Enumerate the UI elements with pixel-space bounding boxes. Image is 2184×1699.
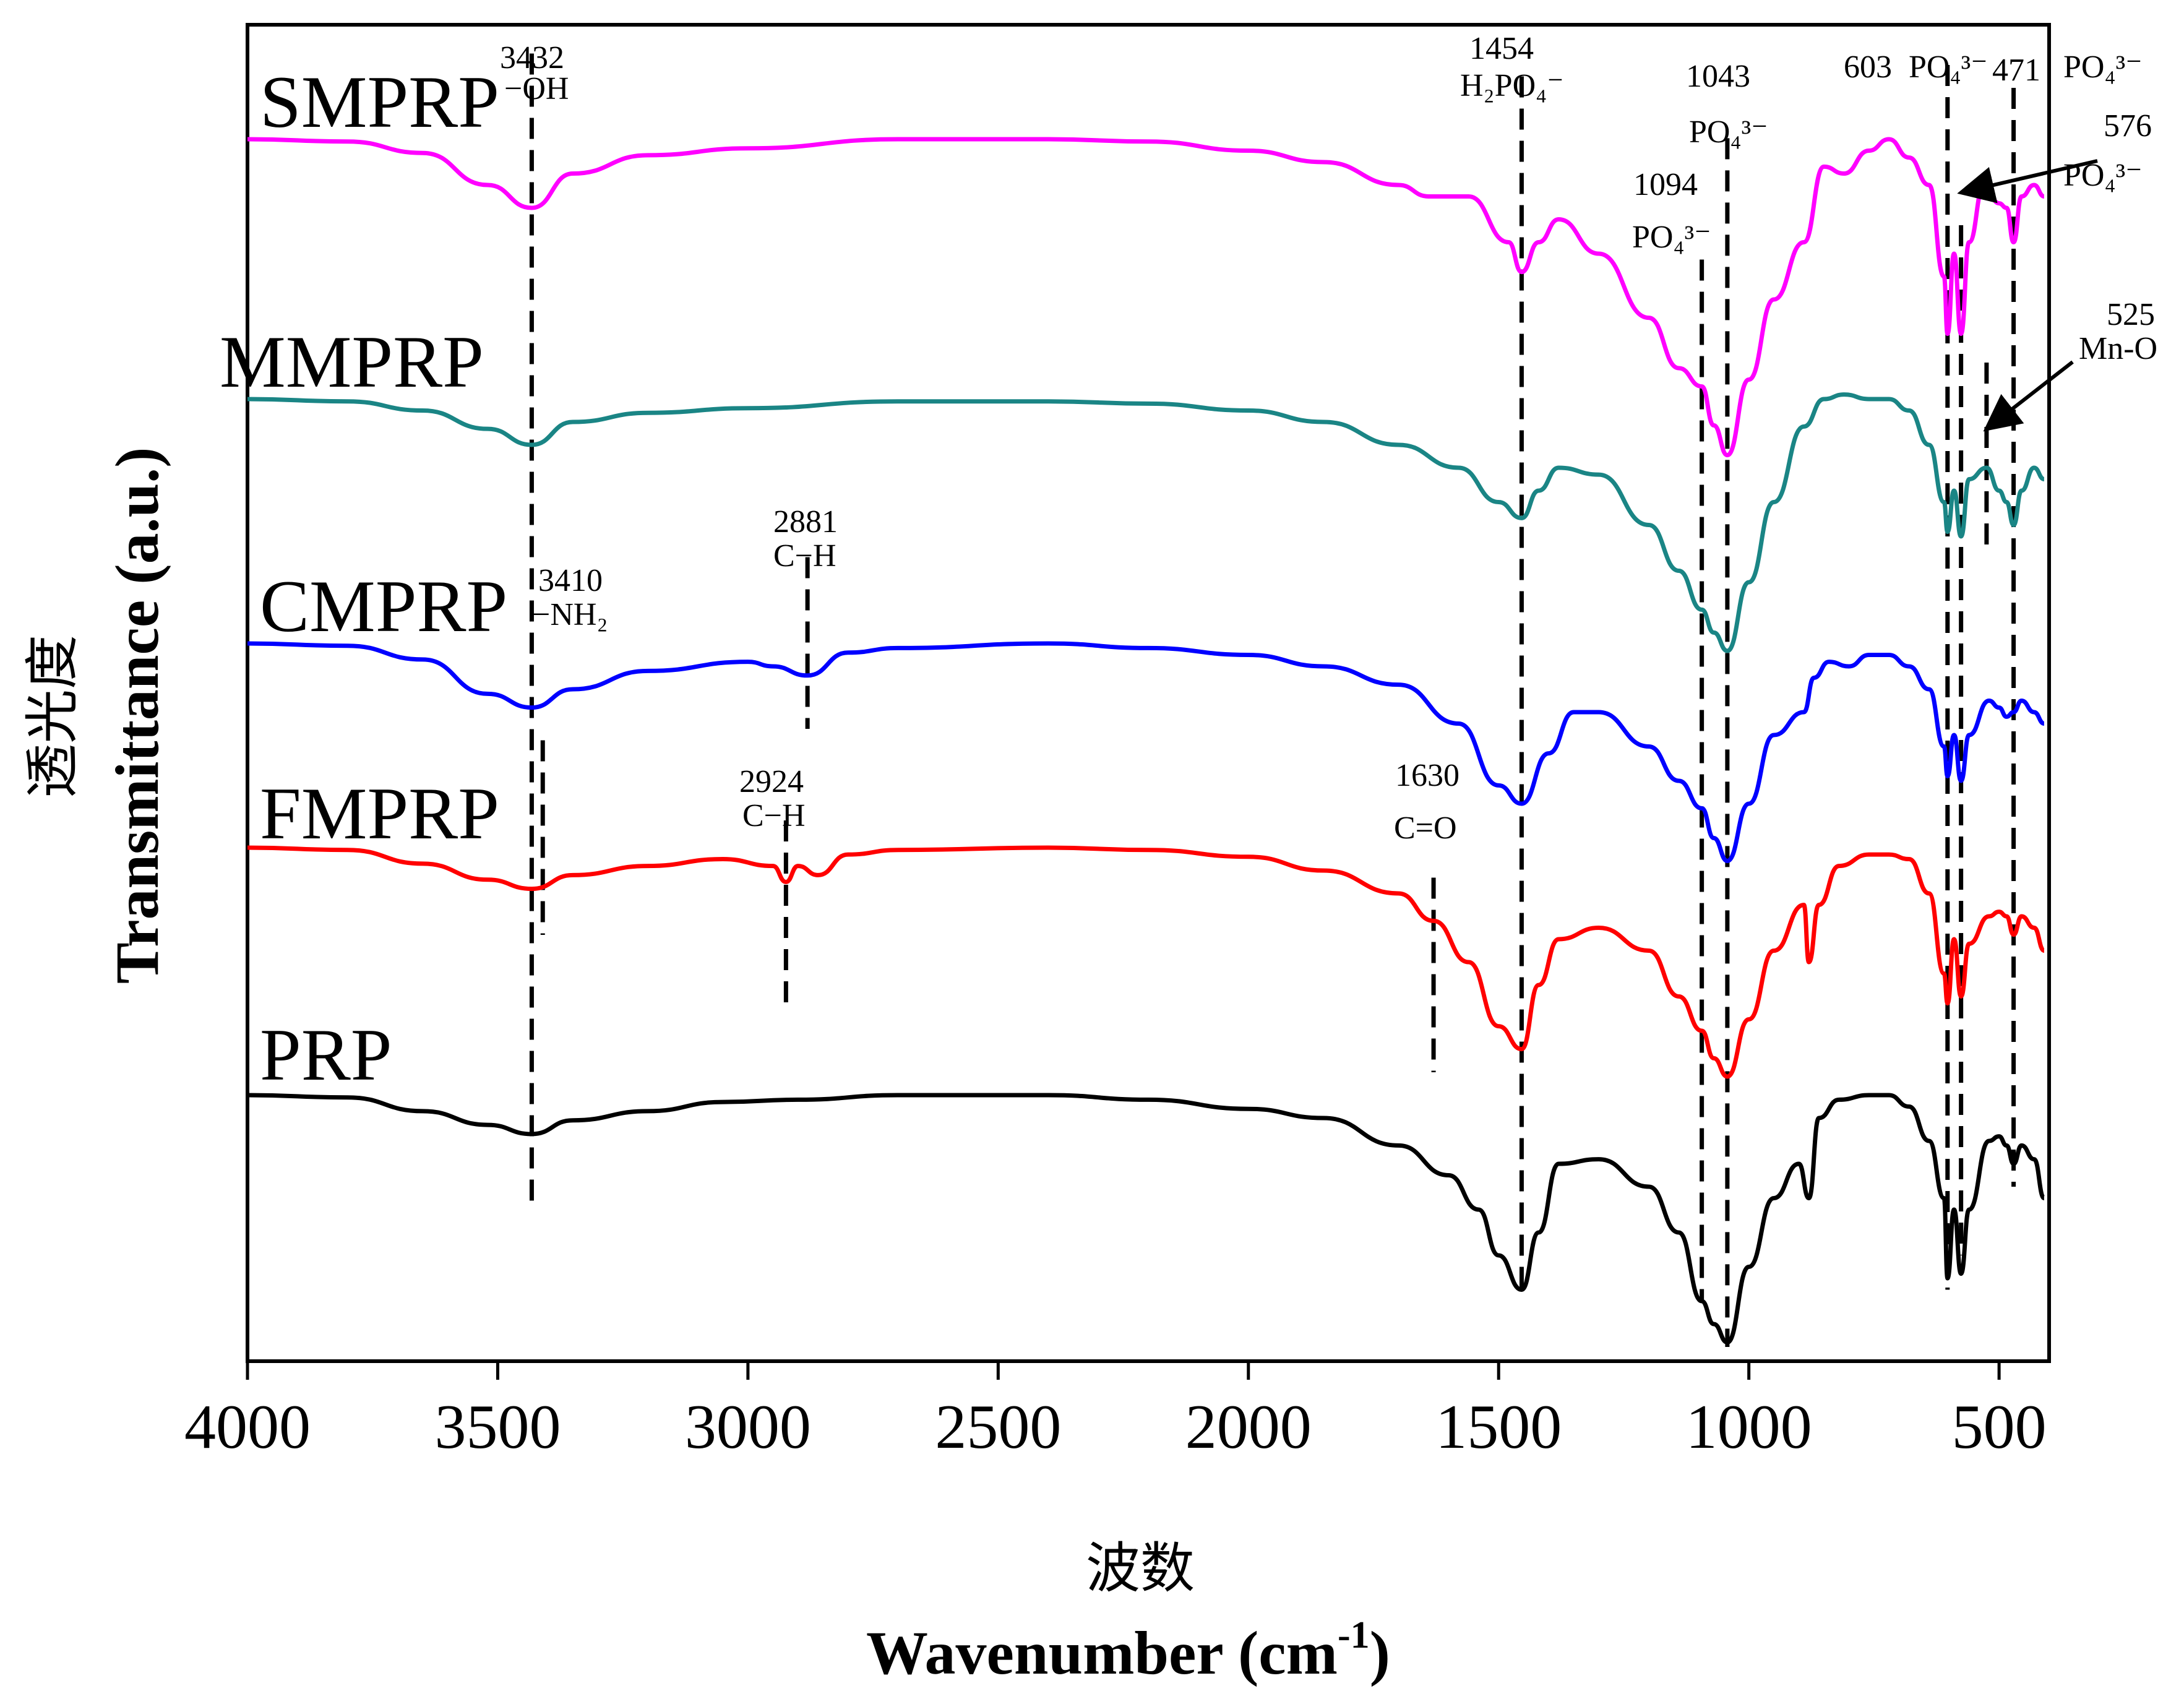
annotation-576-label: PO₄³⁻	[2063, 158, 2143, 193]
annotation-3432: 3432 −OH	[500, 40, 569, 106]
annotation-471-value: 471	[1992, 53, 2040, 88]
annotation-471-label: PO₄³⁻	[2063, 49, 2143, 85]
x-tick-label: 4000	[184, 1392, 311, 1462]
series-label-fmprp: FMPRP	[260, 772, 499, 854]
annotation-525-label: Mn-O	[2079, 331, 2157, 366]
x-axis-title-cn: 波数	[1086, 1536, 1195, 1600]
arrow-576	[1957, 159, 2098, 204]
plot-frame	[246, 23, 2051, 1363]
y-axis-title: Transmittance (a.u.)	[103, 447, 171, 984]
annotation-2924-label: C−H	[742, 798, 806, 833]
annotation-576: 576 PO₄³⁻	[2063, 108, 2152, 193]
series-line-smprp	[247, 137, 2045, 458]
x-axis-title-sup: -1	[1338, 1614, 1370, 1656]
series-label-smprp: SMPRP	[260, 61, 499, 143]
series-label-mmprp: MMPRP	[220, 320, 484, 403]
annotation-603-value: 603	[1844, 49, 1892, 85]
annotation-2924-value: 2924	[739, 764, 804, 799]
x-tick-label: 500	[1952, 1392, 2047, 1462]
series-label-cmprp: CMPRP	[260, 565, 507, 647]
annotation-1454-value: 1454	[1469, 31, 1534, 66]
annotation-1043-value: 1043	[1686, 59, 1750, 94]
annotation-1630: 1630 C=O	[1394, 758, 1460, 846]
annotation-1630-value: 1630	[1395, 758, 1460, 793]
x-tick-label: 3500	[434, 1392, 561, 1462]
series-line-mmprp	[247, 392, 2045, 653]
annotation-3410: 3410 −NH₂	[532, 563, 608, 632]
series-line-fmprp	[247, 845, 2045, 1079]
spectra-lines	[247, 137, 2047, 1345]
series-line-cmprp	[247, 641, 2045, 863]
annotation-603-label: PO₄³⁻	[1909, 49, 1988, 85]
annotation-3432-label: −OH	[504, 71, 569, 106]
x-axis-title-close: )	[1370, 1619, 1390, 1687]
annotation-1094: 1094 PO₄³⁻	[1632, 167, 1711, 255]
annotation-1454-label: H₂PO₄⁻	[1460, 68, 1564, 103]
x-tick-label: 3000	[685, 1392, 811, 1462]
annotation-3410-label: −NH₂	[532, 597, 608, 632]
x-tick-label: 2000	[1185, 1392, 1312, 1462]
annotation-576-value: 576	[2104, 108, 2152, 144]
annotation-471: 471 PO₄³⁻	[1992, 49, 2143, 88]
annotation-1094-label: PO₄³⁻	[1632, 220, 1711, 255]
annotation-603: 603 PO₄³⁻	[1844, 49, 1988, 85]
peak-markers	[529, 53, 2016, 1347]
annotation-1454: 1454 H₂PO₄⁻	[1460, 31, 1564, 103]
annotation-525-value: 525	[2107, 297, 2155, 332]
annotation-3410-value: 3410	[538, 563, 603, 598]
x-tick-label: 2500	[935, 1392, 1061, 1462]
annotation-1043-label: PO₄³⁻	[1689, 114, 1768, 150]
annotation-2881: 2881 C−H	[773, 504, 838, 574]
annotation-1094-value: 1094	[1633, 167, 1698, 202]
annotation-2924: 2924 C−H	[739, 764, 806, 833]
annotation-1630-label: C=O	[1394, 811, 1457, 846]
annotation-arrows	[1957, 159, 2098, 432]
annotation-2881-label: C−H	[773, 538, 836, 574]
series-label-prp: PRP	[260, 1013, 392, 1096]
x-axis-ticks: 4000 3500 3000 2500 2000 1500 1000 500	[184, 1361, 2047, 1462]
arrow-525	[1983, 360, 2074, 432]
annotation-1043: 1043 PO₄³⁻	[1686, 59, 1768, 150]
annotation-3432-value: 3432	[500, 40, 564, 75]
annotation-525: 525 Mn-O	[2079, 297, 2157, 366]
y-axis-title-cn: 透光度	[20, 635, 84, 798]
x-tick-label: 1500	[1435, 1392, 1562, 1462]
series-line-prp	[247, 1093, 2047, 1345]
x-axis-title-main: Wavenumber (cm	[866, 1619, 1338, 1687]
annotation-2881-value: 2881	[773, 504, 838, 540]
x-tick-label: 1000	[1686, 1392, 1812, 1462]
x-axis-title: Wavenumber (cm-1)	[866, 1614, 1390, 1687]
